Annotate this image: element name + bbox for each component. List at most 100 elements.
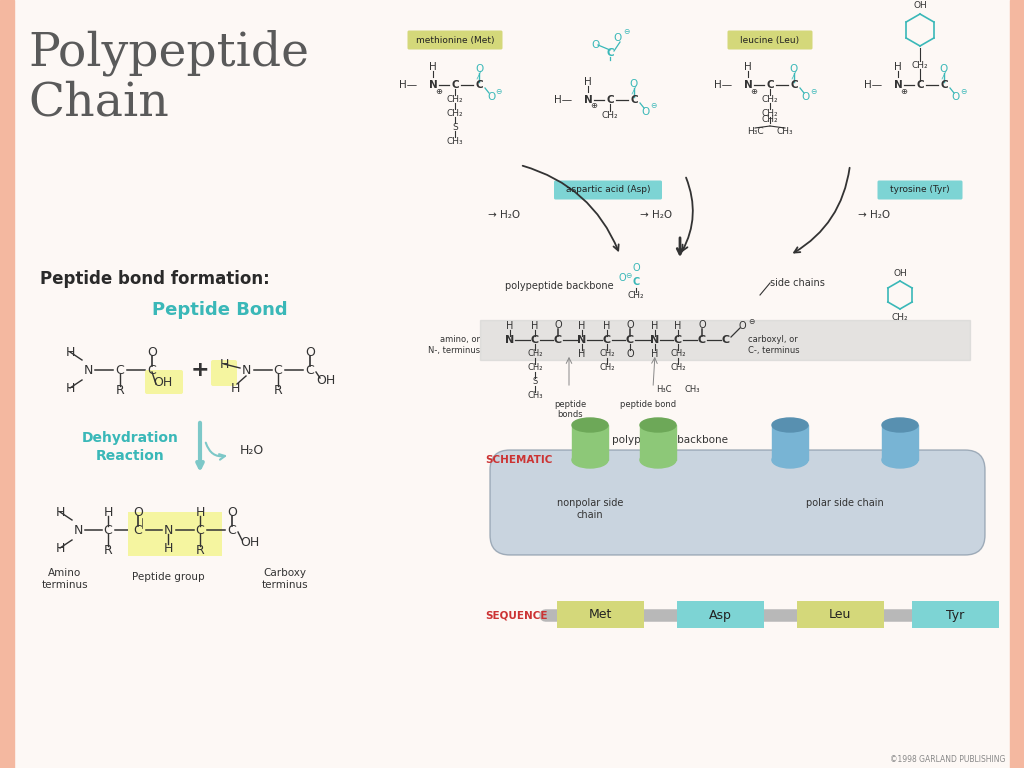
Text: amino, or
N-, terminus: amino, or N-, terminus [428,336,480,355]
Text: H—: H— [714,80,732,90]
Text: Dehydration
Reaction: Dehydration Reaction [82,431,178,463]
Text: O: O [592,40,600,50]
Text: side chains: side chains [770,278,825,288]
Text: ⊖: ⊖ [623,28,629,37]
Text: CH₂: CH₂ [762,108,778,118]
Text: CH₂: CH₂ [446,108,463,118]
Ellipse shape [640,452,676,468]
Text: C: C [305,363,314,376]
Text: H: H [744,62,752,72]
Text: nonpolar side
chain: nonpolar side chain [557,498,624,521]
Text: O: O [305,346,315,359]
Text: CH₂: CH₂ [446,94,463,104]
Text: ⊖: ⊖ [625,270,631,280]
Text: O: O [738,321,745,331]
Text: C: C [196,524,205,537]
Text: N: N [578,335,587,345]
Text: Peptide Bond: Peptide Bond [153,301,288,319]
Text: H: H [196,505,205,518]
FancyBboxPatch shape [797,601,884,628]
Text: C: C [452,80,459,90]
Text: CH₃: CH₃ [684,386,699,395]
Text: → H₂O: → H₂O [488,210,520,220]
Text: O: O [147,346,157,359]
Ellipse shape [772,418,808,432]
Text: CH₂: CH₂ [602,111,618,120]
Bar [572,425,608,460]
Text: C: C [916,80,924,90]
Text: CH₂: CH₂ [671,349,686,359]
Text: Polypeptide: Polypeptide [28,30,309,77]
Text: ⊖: ⊖ [748,316,755,326]
Text: polar side chain: polar side chain [806,498,884,508]
Text: aspartic acid (Asp): aspartic acid (Asp) [565,186,650,194]
FancyBboxPatch shape [490,450,985,555]
Text: CH₂: CH₂ [628,290,644,300]
Text: O: O [632,263,640,273]
Text: C: C [940,80,948,90]
FancyBboxPatch shape [128,512,222,556]
Text: peptide
bonds: peptide bonds [554,400,586,419]
FancyBboxPatch shape [554,180,662,200]
Text: H: H [531,321,539,331]
Text: CH₃: CH₃ [446,137,463,145]
Text: C: C [766,80,774,90]
Text: S: S [532,378,538,386]
Text: SEQUENCE: SEQUENCE [485,610,548,620]
Text: H: H [219,357,228,370]
FancyBboxPatch shape [556,601,643,628]
Text: CH₂: CH₂ [911,61,929,69]
Text: C: C [530,335,539,345]
Text: S: S [453,123,458,131]
Text: Chain: Chain [28,80,169,125]
Text: C: C [554,335,562,345]
Text: O: O [133,505,143,518]
Text: N: N [743,80,753,90]
Text: C: C [475,80,482,90]
Text: ⊕: ⊕ [435,87,442,95]
Text: ⊖: ⊖ [495,87,501,95]
Text: R: R [273,383,283,396]
Text: → H₂O: → H₂O [858,210,890,220]
FancyBboxPatch shape [211,360,237,386]
Text: O: O [627,320,634,330]
Text: O: O [630,79,638,89]
Text: H: H [66,346,75,359]
Text: ⊕: ⊕ [900,87,907,95]
Bar [1010,0,1024,768]
Text: leucine (Leu): leucine (Leu) [740,35,800,45]
Text: ⊖: ⊖ [650,101,656,111]
Text: N: N [506,335,515,345]
Text: H—: H— [864,80,882,90]
Text: N: N [584,95,592,105]
Ellipse shape [572,452,608,468]
Text: C: C [603,335,611,345]
Text: H: H [163,541,173,554]
Text: OH: OH [893,270,907,279]
Text: C: C [147,363,157,376]
Bar [0,0,14,768]
Text: → H₂O: → H₂O [640,210,672,220]
Text: Carboxy
terminus: Carboxy terminus [262,568,308,590]
Text: R: R [103,544,113,557]
Text: CH₂: CH₂ [671,363,686,372]
Text: H: H [579,349,586,359]
Text: O: O [486,92,496,102]
Bar [640,425,676,460]
Ellipse shape [640,418,676,432]
Text: OH: OH [154,376,173,389]
Text: N: N [74,524,83,537]
FancyBboxPatch shape [145,370,183,394]
Text: H: H [506,321,514,331]
Text: C: C [722,335,730,345]
Text: H: H [579,321,586,331]
Ellipse shape [882,452,918,468]
Text: ⊕: ⊕ [751,87,758,95]
Text: methionine (Met): methionine (Met) [416,35,495,45]
Text: C: C [626,335,634,345]
Text: O: O [554,320,562,330]
Text: CH₃: CH₃ [527,392,543,400]
Text: C: C [606,95,613,105]
Text: Leu: Leu [828,608,851,621]
Text: OH: OH [241,535,260,548]
